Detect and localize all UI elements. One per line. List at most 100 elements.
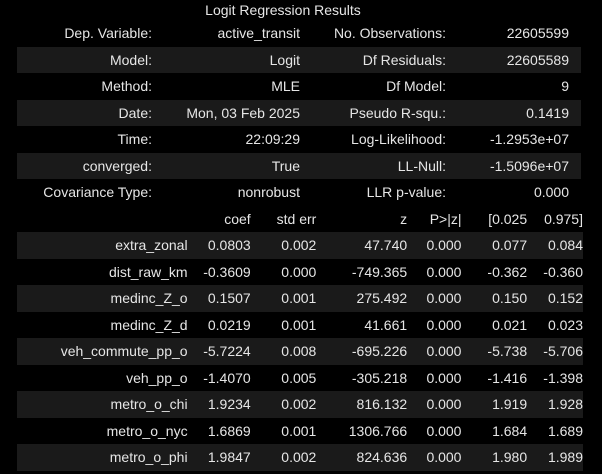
coefficient-row: veh_pp_o -1.4070 0.005 -305.218 0.000 -1.416-… [17,365,583,392]
coefficient-row: metro_o_nyc 1.6869 0.001 1306.766 0.000 1.684… [17,418,583,445]
summary-value: -1.5096e+07 [454,152,581,179]
std-err-value: 0.000 [281,263,317,280]
variable-name: medinc_Z_d [110,316,188,333]
summary-label: LLR p-value: [366,184,446,200]
ci-lower-value: 0.077 [467,232,534,259]
header-cell: 0.975] [544,211,583,227]
coef-value: -1.4070 [203,369,251,386]
coef-value: 1.9847 [193,444,255,471]
std-err-value: 0.001 [281,316,317,333]
coefficient-row: medinc_Z_o 0.1507 0.001 275.492 0.000 0.150 0.… [17,285,583,312]
header-cell: [0.025 [488,211,528,227]
summary-label: converged: [17,152,160,179]
std-err-value: 0.008 [254,338,321,365]
summary-row: Time: 22:09:29 Log-Likelihood: -1.2953e+07 [17,126,581,153]
coef-value: 1.9234 [193,391,255,418]
results-caption: Logit Regression Results [205,2,361,18]
p-value: 0.000 [426,422,462,439]
summary-value: -1.2953e+07 [489,131,569,147]
summary-value: 22605589 [454,46,581,73]
summary-label: LL-Null: [306,152,454,179]
p-value: 0.000 [413,444,468,471]
ci-upper-value: 0.152 [533,285,583,312]
summary-label: Covariance Type: [43,184,152,200]
z-value: 275.492 [320,285,414,312]
ci-lower-value: 1.919 [467,391,534,418]
coef-value: 0.1507 [193,285,255,312]
variable-name: veh_commute_pp_o [17,338,194,365]
coef-value: -0.3609 [203,263,251,280]
ci-upper-value: 0.084 [533,232,583,259]
summary-value: 0.000 [533,184,569,200]
ci-upper-value: -1.398 [543,369,583,386]
coef-value: 0.0803 [193,232,255,259]
summary-label: No. Observations: [333,25,446,41]
p-value: 0.000 [413,391,468,418]
z-value: 41.661 [364,316,408,333]
summary-row: Dep. Variable: active_transit No. Observat… [17,20,581,47]
model-summary-table: Dep. Variable: active_transit No. Observat… [17,20,581,206]
coefficient-row: metro_o_chi 1.9234 0.002 816.132 0.000 1.919 1… [17,391,583,418]
p-value: 0.000 [413,285,468,312]
summary-value: 22605599 [506,25,569,41]
p-value: 0.000 [426,316,462,333]
summary-label: Pseudo R-squ.: [306,99,454,126]
summary-row: Date: Mon, 03 Feb 2025 Pseudo R-squ.: 0.141… [17,99,581,126]
variable-name: metro_o_nyc [106,422,188,439]
p-value: 0.000 [426,369,462,386]
summary-label: Dep. Variable: [64,25,152,41]
summary-value: Logit [160,46,306,73]
summary-value: 0.1419 [454,99,581,126]
header-cell: coef [224,211,251,227]
summary-value: nonrobust [237,184,300,200]
header-cell [17,206,194,232]
ci-upper-value: -0.360 [543,263,583,280]
summary-row: converged: True LL-Null: -1.5096e+07 [17,152,581,179]
coefficient-row: extra_zonal 0.0803 0.002 47.740 0.000 0.077 0.… [17,232,583,259]
summary-label: Method: [101,78,152,94]
z-value: -305.218 [351,369,408,386]
variable-name: metro_o_chi [17,391,194,418]
ci-lower-value: 1.684 [492,422,528,439]
header-cell: P>|z| [429,211,462,227]
coefficient-row: veh_commute_pp_o -5.7224 0.008 -695.226 0.00… [17,338,583,365]
ci-lower-value: 1.980 [467,444,534,471]
coefficient-row: dist_raw_km -0.3609 0.000 -749.365 0.000 -0.3… [17,259,583,286]
std-err-value: 0.005 [281,369,317,386]
variable-name: medinc_Z_o [17,285,194,312]
z-value: 47.740 [320,232,414,259]
header-cell: z [400,211,408,227]
p-value: 0.000 [413,232,468,259]
summary-value: active_transit [217,25,300,41]
coefficient-row: metro_o_phi 1.9847 0.002 824.636 0.000 1.980 1… [17,444,583,471]
coefficients-table: coef std err z P>|z| [0.025 0.975] extra… [17,206,583,471]
ci-lower-value: 0.150 [467,285,534,312]
std-err-value: 0.002 [254,391,321,418]
header-cell: std err [276,211,317,227]
summary-value: True [160,152,306,179]
coef-value: -5.7224 [193,338,255,365]
variable-name: dist_raw_km [108,263,188,280]
ci-lower-value: -5.738 [467,338,534,365]
ci-upper-value: 1.689 [547,422,583,439]
summary-row: Covariance Type: nonrobust LLR p-value: 0.0… [17,179,581,206]
std-err-value: 0.001 [281,422,317,439]
variable-name: metro_o_phi [17,444,194,471]
summary-label: Model: [17,46,160,73]
summary-value: Mon, 03 Feb 2025 [160,99,306,126]
summary-value: 22:09:29 [245,131,301,147]
ci-lower-value: 0.021 [492,316,528,333]
summary-row: Method: MLE Df Model: 9 [17,73,581,100]
ci-upper-value: 1.989 [533,444,583,471]
std-err-value: 0.002 [254,444,321,471]
summary-label: Date: [17,99,160,126]
z-value: 1306.766 [348,422,408,439]
ci-upper-value: 1.928 [533,391,583,418]
summary-value: MLE [271,78,300,94]
z-value: 824.636 [320,444,414,471]
summary-value: 9 [561,78,569,94]
p-value: 0.000 [426,263,462,280]
coef-value: 0.0219 [207,316,251,333]
std-err-value: 0.001 [254,285,321,312]
